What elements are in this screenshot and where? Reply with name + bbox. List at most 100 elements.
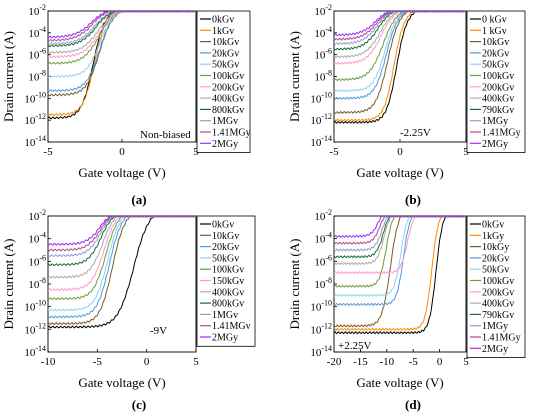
y-tick-label: 10-4: [314, 231, 332, 246]
legend-label: 1.41MGy: [482, 333, 521, 344]
legend-box: [196, 10, 251, 154]
legend-label: 0kGv: [482, 220, 504, 231]
y-tick-exponent: -6: [325, 253, 332, 262]
series-line-2mgy: [334, 11, 466, 37]
y-tick-base: 10: [28, 72, 40, 84]
y-tick-exponent: -2: [325, 208, 332, 217]
y-tick-label: 10-12: [24, 112, 46, 127]
x-axis-title: Gate voltage (V): [78, 375, 165, 390]
legend-label: 1MGv: [212, 310, 238, 321]
y-tick-label: 10-10: [24, 299, 46, 314]
y-tick-base: 10: [310, 115, 322, 127]
y-tick-base: 10: [28, 28, 40, 40]
legend-label: 150kGv: [212, 276, 244, 287]
legend-label: 1.41MGv: [212, 321, 251, 332]
series-group: [334, 11, 466, 124]
y-tick-label: 10-2: [314, 3, 332, 18]
series-line-1mgy: [334, 11, 466, 46]
y-axis-title: Drain current (A): [1, 31, 16, 122]
y-axis-title: Drain current (A): [287, 239, 302, 330]
legend-label: 1kGy: [482, 231, 504, 242]
x-tick-label: 0: [144, 356, 150, 368]
panel-label: (d): [405, 397, 421, 412]
series-line-50kgv: [48, 11, 196, 78]
y-tick-base: 10: [24, 137, 36, 149]
y-tick-label: 10-14: [24, 344, 46, 359]
series-line-50kgv: [334, 11, 466, 93]
y-tick-exponent: -8: [325, 69, 332, 78]
series-line-100kgv: [334, 216, 466, 288]
y-tick-label: 10-10: [24, 90, 46, 105]
y-tick-base: 10: [310, 302, 322, 314]
legend-label: 50kGv: [212, 253, 239, 264]
legend-label: 100kGv: [482, 276, 514, 287]
series-line-1kgv: [334, 11, 466, 122]
legend-label: 790kGv: [482, 310, 514, 321]
y-tick-base: 10: [314, 211, 326, 223]
y-tick-base: 10: [28, 256, 40, 268]
y-tick-base: 10: [314, 28, 326, 40]
x-tick-label: 5: [193, 356, 199, 368]
y-tick-label: 10-8: [314, 69, 332, 84]
y-tick-exponent: -6: [325, 47, 332, 56]
legend-label: 20kGv: [482, 48, 509, 59]
legend-label: 20kGv: [212, 242, 239, 253]
y-tick-exponent: -10: [35, 299, 46, 308]
bias-annotation: -9V: [150, 325, 167, 337]
legend-label: 1MGv: [212, 116, 238, 127]
bias-annotation: Non-biased: [140, 129, 191, 141]
panel-label: (b): [405, 192, 421, 207]
series-line-20kgv: [334, 216, 466, 307]
y-tick-exponent: -4: [325, 25, 332, 34]
legend-label: 1.41MGy: [482, 128, 521, 139]
series-line-1.41mgy: [334, 216, 466, 245]
y-tick-base: 10: [314, 234, 326, 246]
legend-label: 2MGy: [482, 344, 508, 355]
y-tick-exponent: -4: [39, 25, 46, 34]
legend-label: 400kGv: [482, 299, 514, 310]
y-tick-label: 10-12: [310, 112, 332, 127]
legend-label: 400kGv: [212, 94, 244, 105]
y-tick-exponent: -4: [39, 231, 46, 240]
y-tick-label: 10-6: [314, 47, 332, 62]
legend-label: 1MGy: [482, 116, 508, 127]
y-tick-exponent: -10: [321, 299, 332, 308]
series-line-1mgv: [48, 216, 196, 258]
legend-label: 0kGv: [212, 15, 234, 26]
series-line-50kgv: [48, 216, 196, 312]
x-tick-label: -5: [93, 356, 103, 368]
series-line-1mgv: [48, 11, 196, 46]
legend-label: 400kGv: [212, 287, 244, 298]
legend-label: 50kGv: [482, 60, 509, 71]
x-tick-label: -5: [43, 146, 53, 158]
y-tick-exponent: -2: [39, 3, 46, 12]
series-line-150kgv: [48, 216, 196, 292]
series-line-10kgy: [334, 216, 466, 328]
legend-label: 800kGv: [212, 299, 244, 310]
y-tick-base: 10: [28, 50, 40, 62]
y-tick-base: 10: [314, 6, 326, 18]
series-line-100kgv: [334, 11, 466, 82]
y-tick-label: 10-4: [28, 231, 46, 246]
y-tick-exponent: -12: [35, 112, 46, 121]
y-tick-label: 10-2: [28, 3, 46, 18]
plot-frame: [47, 215, 197, 353]
legend-box: [466, 10, 526, 154]
x-tick-label: -15: [353, 356, 368, 368]
series-line-2mgy: [48, 216, 196, 246]
x-tick-label: 0: [397, 146, 403, 158]
legend-label: 0 kGv: [482, 15, 507, 26]
legend-label: 20kGv: [482, 253, 509, 264]
y-tick-base: 10: [310, 324, 322, 336]
legend-label: 1kGv: [212, 26, 234, 37]
y-tick-exponent: -8: [39, 69, 46, 78]
series-line-400kgv: [48, 216, 196, 279]
y-tick-exponent: -10: [35, 90, 46, 99]
y-tick-label: 10-14: [310, 344, 332, 359]
y-tick-exponent: -8: [325, 276, 332, 285]
y-tick-base: 10: [314, 72, 326, 84]
y-tick-exponent: -14: [321, 344, 332, 353]
